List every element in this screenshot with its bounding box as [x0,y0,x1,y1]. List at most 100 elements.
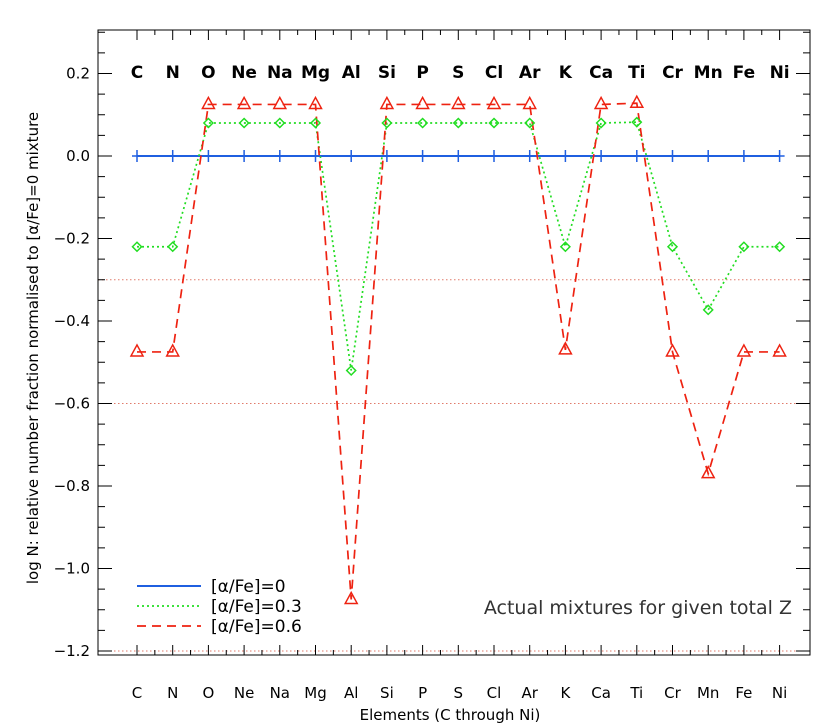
data-point [559,241,571,253]
y-tick-label: 0.0 [66,147,90,165]
x-tick-label: Mn [697,684,719,702]
data-point [167,150,178,162]
data-point [488,117,500,129]
data-point [596,150,607,162]
data-point [129,343,145,357]
series-lines [137,102,780,600]
annotation-text: Actual mixtures for given total Z [484,597,792,619]
data-point [239,150,250,162]
data-point [236,95,252,110]
x-tick-label: Mg [304,684,326,702]
top-element-label: Fe [733,63,755,83]
x-tick-label: K [560,684,571,702]
data-point [452,117,464,129]
data-point [702,304,714,316]
top-element-label: N [166,63,180,83]
x-tick-label: Na [270,684,290,702]
plot-frame [97,29,811,656]
data-point [417,117,429,129]
data-point [309,117,322,129]
data-point [631,116,643,128]
top-element-label: Cl [485,63,503,83]
data-point [167,241,179,253]
x-tick-label: Ni [772,684,787,702]
y-axis-title: log N: relative number fraction normalis… [24,112,42,584]
top-element-label: K [559,63,573,83]
x-tick-label: Al [344,684,358,702]
x-tick-label: P [418,684,427,702]
legend-label-1: [α/Fe]=0.3 [211,597,302,617]
data-point [774,150,785,162]
data-point [274,150,285,162]
data-point [772,343,787,357]
legend-label-0: [α/Fe]=0 [211,577,286,597]
data-point [700,465,716,479]
data-point [381,117,393,129]
data-point [524,117,536,129]
x-tick-label: C [132,684,142,702]
data-point [595,117,607,129]
data-point [417,150,428,162]
top-element-label: Ar [519,63,541,83]
data-point [736,343,752,357]
top-element-label: Ne [231,63,257,83]
top-element-label: C [131,63,143,83]
y-tick-label: −0.8 [54,477,90,495]
legend-label-2: [α/Fe]=0.6 [211,617,302,637]
top-element-label: P [416,63,428,83]
top-element-label: Cr [662,63,683,83]
data-point [343,590,359,605]
data-point [201,95,216,110]
top-element-label: Mn [694,63,723,83]
x-tick-label: Cr [664,684,681,702]
x-tick-label: Si [380,684,394,702]
data-point [453,150,464,162]
data-point [738,241,750,253]
data-point [558,341,573,355]
top-element-labels: C N O Ne Na Mg Al Si P S Cl Ar K Ca Ti Cr Mn Fe Ni [131,63,790,83]
data-point [522,95,537,110]
data-point [310,150,321,162]
data-point [703,150,714,162]
top-element-label: Ti [628,63,645,83]
data-point [666,241,679,253]
y-tick-label: −0.2 [54,230,90,248]
data-point [131,241,143,253]
y-tick-label: −1.2 [54,642,90,660]
plot-border [97,29,811,656]
data-point [308,95,323,110]
data-point [451,95,466,110]
data-point [524,150,535,162]
data-point [274,117,286,129]
y-tick-label: −0.6 [54,395,90,413]
data-point [165,343,180,357]
top-element-label: Na [267,63,293,83]
data-point [346,150,357,162]
data-point [345,364,357,377]
reference-lines [98,279,810,652]
legend: [α/Fe]=0[α/Fe]=0.3[α/Fe]=0.6 [137,577,302,637]
x-axis-title: Elements (C through Ni) [360,706,541,724]
data-point [132,150,142,162]
x-tick-label: Ne [234,684,254,702]
top-element-label: S [452,63,464,83]
data-point [667,150,678,162]
y-tick-label: −0.4 [54,312,90,330]
x-tick-label: Ti [629,684,643,702]
data-point [272,95,288,110]
top-element-label: Mg [301,63,330,83]
x-axis: C N O Ne Na Mg Al Si P S Cl Ar K Ca Ti Cr Mn Fe Ni [132,30,787,702]
data-point [379,95,395,110]
top-element-label: Si [378,63,396,83]
data-point [381,150,392,162]
x-tick-label: Cl [487,684,502,702]
data-point [665,343,680,357]
data-point [238,117,250,129]
y-tick-label: −1.0 [54,560,90,578]
data-point [631,150,642,162]
data-point [202,117,214,129]
data-point [486,95,502,110]
top-element-label: Ca [589,63,613,83]
series-markers [129,94,787,605]
